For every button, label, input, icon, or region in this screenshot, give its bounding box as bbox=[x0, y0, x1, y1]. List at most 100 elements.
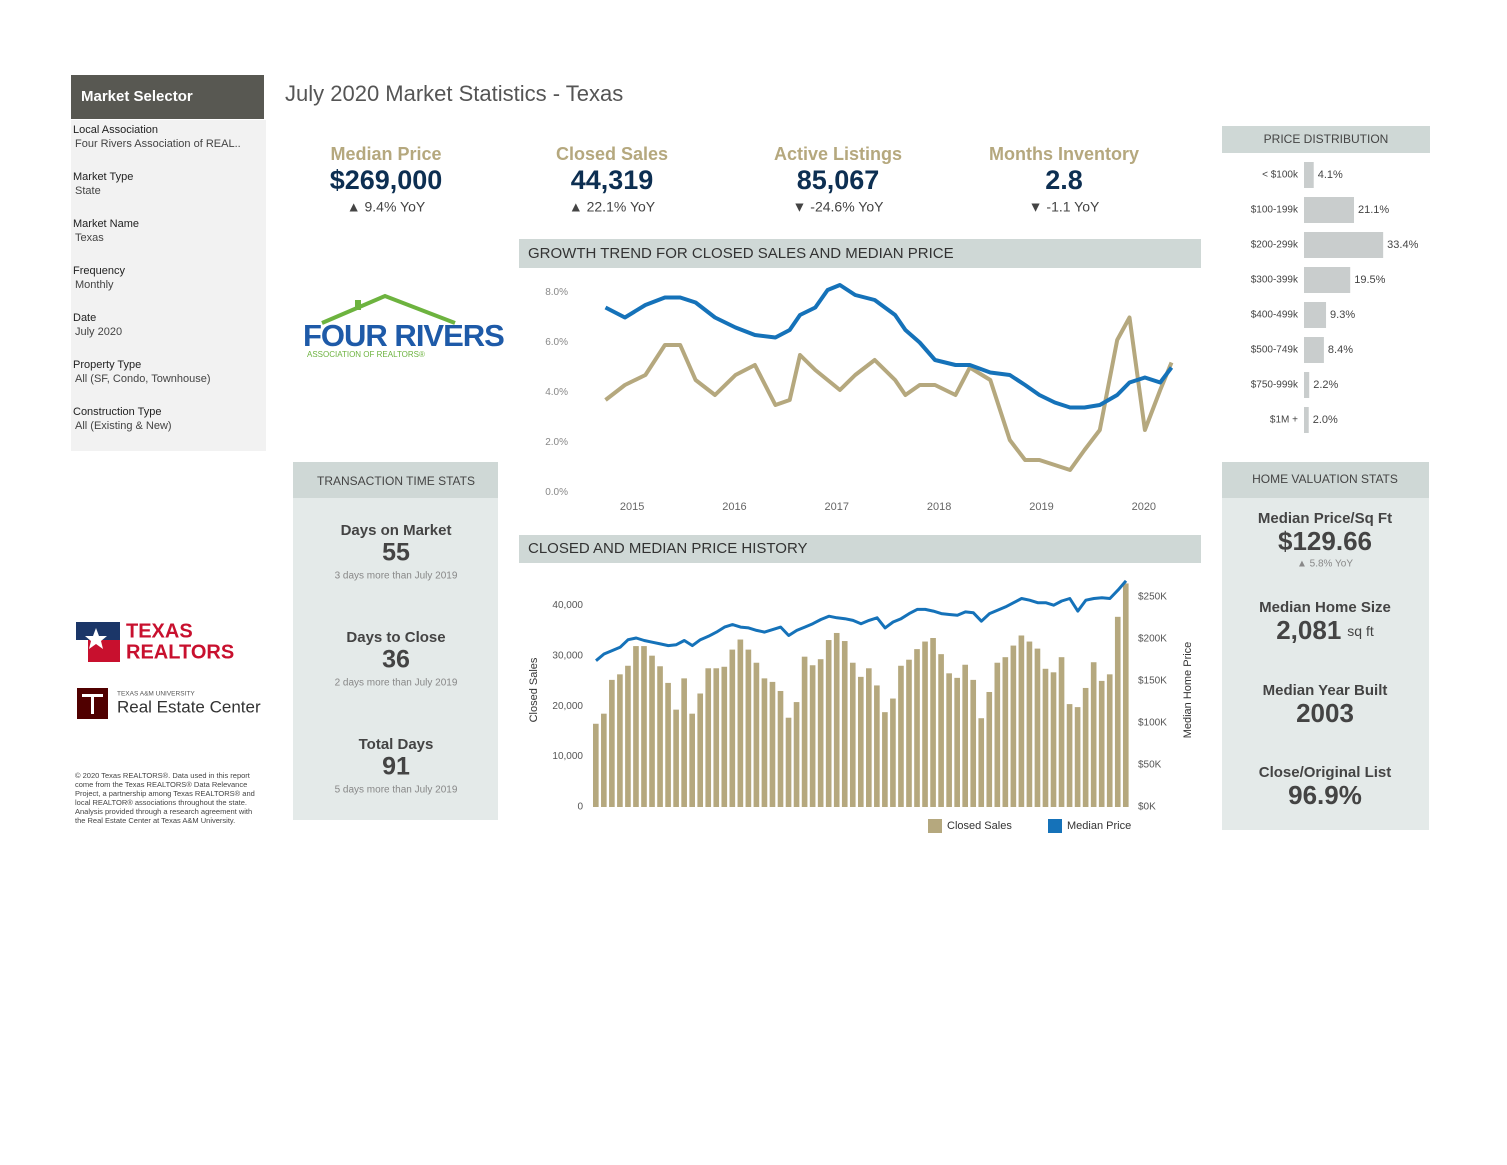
bar bbox=[1304, 407, 1309, 433]
stat-value-number: $129.66 bbox=[1278, 526, 1372, 556]
data-label: 4.1% bbox=[1318, 169, 1343, 181]
bar bbox=[745, 649, 752, 807]
field-label: Local Association bbox=[73, 124, 158, 136]
bar bbox=[954, 677, 960, 807]
bar bbox=[833, 632, 840, 807]
field-value: All (SF, Condo, Townhouse) bbox=[75, 373, 211, 385]
bar bbox=[1098, 680, 1105, 807]
data-label: 21.1% bbox=[1358, 204, 1389, 216]
bar bbox=[697, 693, 704, 807]
y-tick-label: $100-199k bbox=[1251, 205, 1299, 216]
bar bbox=[617, 674, 623, 807]
stat-note: ▲ 5.8% YoY bbox=[1297, 559, 1353, 570]
bar bbox=[761, 678, 768, 807]
y-tick-label: 30,000 bbox=[552, 650, 583, 661]
bar bbox=[737, 639, 744, 807]
panel-title: HOME VALUATION STATS bbox=[1252, 472, 1398, 486]
stat-label: Close/Original List bbox=[1259, 764, 1392, 781]
bar bbox=[1304, 267, 1351, 293]
bar bbox=[825, 640, 832, 807]
data-label: 8.4% bbox=[1328, 344, 1353, 356]
bar bbox=[769, 681, 776, 807]
y-tick-label: 6.0% bbox=[545, 337, 568, 348]
bar bbox=[705, 668, 712, 807]
kpi-label: Closed Sales bbox=[556, 144, 668, 164]
logo-text: REALTORS bbox=[126, 641, 234, 663]
stat-label: Median Year Built bbox=[1263, 682, 1388, 699]
bar bbox=[914, 649, 920, 807]
y-tick-label: 0 bbox=[577, 802, 583, 813]
y-tick-label: < $100k bbox=[1262, 170, 1299, 181]
chart-title: CLOSED AND MEDIAN PRICE HISTORY bbox=[528, 540, 808, 557]
bar bbox=[1304, 337, 1324, 363]
logo-tagline: ASSOCIATION OF REALTORS® bbox=[307, 350, 425, 359]
real-estate-center-logo: TEXAS A&M UNIVERSITY Real Estate Center bbox=[77, 688, 261, 719]
logo-flag bbox=[88, 640, 120, 662]
logo-roof bbox=[321, 293, 456, 325]
logo-text: TEXAS bbox=[126, 620, 193, 642]
y-tick-label: $500-749k bbox=[1251, 345, 1299, 356]
stat-label: Median Home Size bbox=[1259, 599, 1391, 616]
field-value: July 2020 bbox=[75, 326, 123, 338]
sidebar-header bbox=[71, 75, 264, 119]
kpi-change: ▲ 9.4% YoY bbox=[347, 199, 426, 215]
y-tick-label: 0.0% bbox=[545, 487, 568, 498]
y-tick-label: $400-499k bbox=[1251, 310, 1299, 321]
logo-text: FOUR RIVERS bbox=[303, 318, 504, 353]
stat-label: Days on Market bbox=[341, 522, 452, 539]
bar bbox=[938, 654, 944, 807]
panel-header bbox=[1222, 462, 1429, 498]
bar bbox=[1058, 657, 1065, 807]
bar bbox=[1114, 616, 1121, 807]
bar bbox=[649, 655, 655, 807]
field-label: Market Type bbox=[73, 171, 134, 183]
stat-value-number: 2003 bbox=[1296, 698, 1354, 728]
bar bbox=[1090, 662, 1097, 807]
bar bbox=[657, 666, 663, 807]
bar bbox=[1066, 704, 1073, 807]
x-tick-label: 2017 bbox=[825, 501, 849, 513]
stat-note: 5 days more than July 2019 bbox=[335, 785, 458, 796]
stat-unit: sq ft bbox=[1347, 623, 1374, 639]
sidebar-title: Market Selector bbox=[81, 88, 193, 105]
x-tick-label: 2015 bbox=[620, 501, 644, 513]
bar bbox=[898, 665, 904, 807]
kpi-change: ▼ -24.6% YoY bbox=[793, 199, 885, 215]
bar bbox=[793, 702, 800, 807]
bar bbox=[1050, 672, 1057, 807]
kpi-value: $269,000 bbox=[330, 165, 443, 195]
bar bbox=[882, 712, 888, 807]
kpi-label: Months Inventory bbox=[989, 144, 1139, 164]
bar bbox=[1304, 162, 1314, 188]
bar bbox=[962, 664, 969, 807]
texas-realtors-logo: TEXAS REALTORS bbox=[76, 620, 234, 663]
bar bbox=[777, 690, 784, 807]
bar bbox=[609, 679, 615, 807]
data-label: 2.2% bbox=[1313, 379, 1338, 391]
chart-title: GROWTH TREND FOR CLOSED SALES AND MEDIAN… bbox=[528, 245, 954, 262]
page-title: July 2020 Market Statistics - Texas bbox=[285, 81, 623, 106]
stat-value: $129.66 bbox=[1278, 526, 1372, 556]
stat-value-number: 2,081 bbox=[1276, 615, 1341, 645]
bar bbox=[1002, 657, 1009, 807]
bar bbox=[1304, 372, 1310, 398]
bar bbox=[593, 723, 599, 807]
bar bbox=[753, 662, 760, 807]
y-tick-label: 8.0% bbox=[545, 287, 568, 298]
bar bbox=[874, 685, 880, 807]
kpi-value: 2.8 bbox=[1045, 165, 1083, 195]
bar bbox=[890, 698, 896, 807]
y-axis-label: Closed Sales bbox=[528, 657, 540, 722]
chart-header bbox=[1222, 126, 1430, 153]
logo-flag bbox=[76, 622, 120, 640]
line bbox=[604, 283, 1174, 410]
bar bbox=[1304, 302, 1327, 328]
bar bbox=[1304, 232, 1384, 258]
panel-header bbox=[293, 462, 498, 498]
y2-tick-label: $100K bbox=[1138, 718, 1167, 729]
field-value: Texas bbox=[75, 232, 104, 244]
stat-label: Median Price/Sq Ft bbox=[1258, 510, 1392, 527]
logo-mark bbox=[82, 694, 103, 697]
bar bbox=[601, 713, 607, 807]
bar bbox=[970, 679, 977, 807]
